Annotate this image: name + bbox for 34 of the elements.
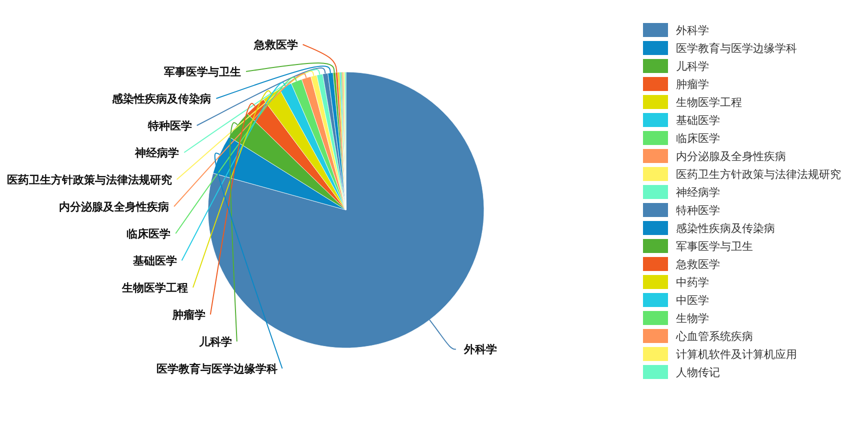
slice-label: 肿瘤学: [171, 308, 206, 322]
legend-label: 军事医学与卫生: [676, 240, 753, 253]
slice-label: 生物医学工程: [120, 281, 188, 294]
legend-label: 临床医学: [676, 132, 720, 145]
slice-label: 急救医学: [252, 38, 298, 52]
slice-label: 临床医学: [126, 227, 171, 240]
legend-label: 中药学: [676, 276, 709, 289]
slice-label: 基础医学: [132, 254, 177, 268]
legend-label: 计算机软件及计算机应用: [676, 348, 797, 361]
legend-label: 肿瘤学: [676, 78, 709, 91]
slice-label: 外科学: [462, 343, 497, 356]
legend-label: 外科学: [676, 24, 709, 37]
legend-label: 人物传记: [676, 366, 720, 379]
legend-label: 医药卫生方针政策与法律法规研究: [676, 168, 841, 181]
legend-label: 特种医学: [676, 204, 720, 217]
legend-label: 神经病学: [676, 186, 720, 199]
slice-label: 医药卫生方针政策与法律法规研究: [6, 173, 172, 186]
slice-label: 儿科学: [198, 335, 232, 348]
legend-label: 感染性疾病及传染病: [676, 222, 775, 235]
legend-label: 儿科学: [676, 60, 709, 73]
slice-label: 感染性疾病及传染病: [111, 92, 212, 106]
slice-label: 内分泌腺及全身性疾病: [59, 200, 170, 214]
slice-label: 军事医学与卫生: [164, 65, 242, 78]
legend-label: 心血管系统疾病: [675, 330, 753, 343]
legend-label: 急救医学: [675, 258, 720, 271]
slice-label: 医学教育与医学边缘学科: [156, 362, 278, 376]
legend-label: 医学教育与医学边缘学科: [676, 42, 797, 55]
legend-label: 内分泌腺及全身性疾病: [676, 150, 786, 163]
legend-label: 基础医学: [676, 114, 720, 127]
legend-label: 生物医学工程: [676, 96, 742, 109]
slice-label: 特种医学: [146, 119, 192, 132]
legend-label: 中医学: [676, 294, 709, 307]
legend-label: 生物学: [676, 312, 709, 325]
slice-label: 神经病学: [134, 146, 180, 160]
